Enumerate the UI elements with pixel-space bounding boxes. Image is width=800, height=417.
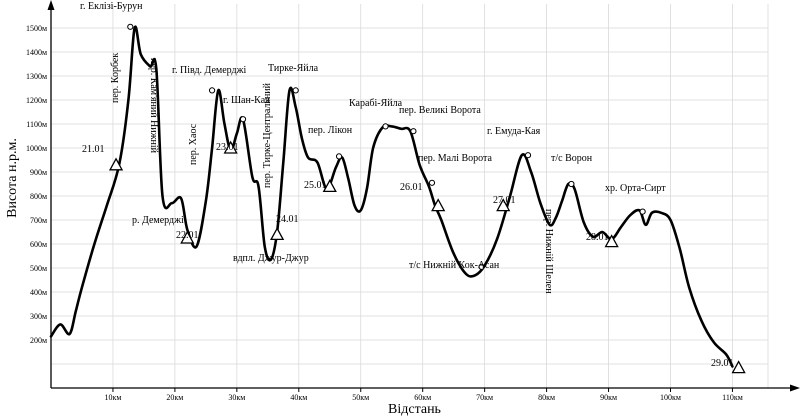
camp-marker-3 xyxy=(270,227,285,241)
y-tick-label-9: 1100м xyxy=(26,120,47,129)
x-tick-label-1: 20км xyxy=(166,393,183,402)
place-label-demerdzhi-river: р. Демерджі xyxy=(132,215,184,226)
peak-marker-9 xyxy=(524,152,532,159)
pass-label-nyzhnii-shelen: пер. Нижній Шелен xyxy=(543,209,554,294)
peak-label-3: Тирке-Яйла xyxy=(268,63,319,74)
camp-day-label-6: 27.01 xyxy=(493,195,516,206)
peak-label-4: пер. Лікон xyxy=(308,125,353,136)
peak-label-9: г. Емуда-Кая xyxy=(487,126,541,137)
x-tick-label-3: 40км xyxy=(290,393,307,402)
peak-marker-7 xyxy=(428,179,436,186)
peak-label-7: пер. Малі Ворота xyxy=(418,153,493,164)
pass-label-kamianyi-nyzhnii: пер. Кам'яний Нижній xyxy=(148,58,159,154)
peak-marker-6 xyxy=(410,128,417,135)
y-tick-labels: 200м 300м 400м 500м 600м 700м 800м 900м 1000м 110… xyxy=(26,24,47,345)
gridlines xyxy=(51,4,769,388)
camp-day-label-7: 28.01 xyxy=(586,232,609,243)
x-tick-label-10: 110км xyxy=(722,393,743,402)
camp-day-label-5: 26.01 xyxy=(400,182,423,193)
x-tick-label-0: 10км xyxy=(104,393,121,402)
peak-marker-4 xyxy=(335,153,343,160)
y-tick-label-8: 1000м xyxy=(26,144,47,153)
peak-marker-10 xyxy=(568,180,575,188)
camp-marker-1 xyxy=(180,230,195,244)
x-tick-label-8: 90км xyxy=(600,393,617,402)
camp-day-label-2: 23.01 xyxy=(216,142,239,153)
peak-marker-0 xyxy=(127,23,134,30)
elevation-line-0 xyxy=(49,25,734,368)
place-label-dzhur-dzhur: вдпл. Джур-Джур xyxy=(233,253,309,264)
peak-label-11: хр. Орта-Сирт xyxy=(605,183,666,194)
camp-day-label-4: 25.01 xyxy=(304,180,327,191)
x-tick-label-6: 70км xyxy=(476,393,493,402)
y-axis-title: Висота н.р.м. xyxy=(5,138,20,218)
camp-marker-5 xyxy=(431,198,446,212)
camp-marker-7 xyxy=(604,234,619,248)
peak-marker-8 xyxy=(478,263,485,270)
rotated-pass-labels: пер. Корбек пер. Кам'яний Нижній пер. Ха… xyxy=(110,53,554,295)
y-tick-label-10: 1200м xyxy=(26,96,47,105)
peak-label-5: Карабі-Яйла xyxy=(349,98,403,109)
x-axis-arrow xyxy=(790,384,800,392)
y-tick-label-7: 900м xyxy=(30,168,47,177)
pass-label-korbek: пер. Корбек xyxy=(110,53,121,103)
x-tick-label-4: 50км xyxy=(352,393,369,402)
peak-labels: г. Еклізі-Бурун г. Півд. Демерджі г. Шан-К… xyxy=(80,1,666,271)
x-tick-labels: 10км 20км 30км 40км 50км 60км 70км 80км 90км 100к… xyxy=(104,388,743,402)
peak-marker-3 xyxy=(292,87,299,94)
series-layer xyxy=(49,25,734,368)
camp-day-label-8: 29.01 xyxy=(711,358,734,369)
peak-label-1: г. Півд. Демерджі xyxy=(172,65,247,76)
peak-marker-2 xyxy=(239,116,247,123)
x-tick-label-2: 30км xyxy=(228,393,245,402)
y-tick-label-11: 1300м xyxy=(26,72,47,81)
camp-markers: 21.01 22.01 23.01 24.01 25.01 26.01 27.01 28.01… xyxy=(82,140,746,374)
x-axis-title: Відстань xyxy=(388,402,441,417)
y-tick-label-0: 200м xyxy=(30,336,47,345)
y-tick-label-12: 1400м xyxy=(26,48,47,57)
peak-label-8: т/с Нижній Кок-Асан xyxy=(409,260,500,271)
x-tick-label-5: 60км xyxy=(414,393,431,402)
camp-marker-2 xyxy=(223,140,238,154)
peak-marker-11 xyxy=(639,208,646,215)
camp-day-label-0: 21.01 xyxy=(82,144,105,155)
y-axis-arrow xyxy=(47,0,55,10)
pass-label-khaos: пер. Хаос xyxy=(188,123,199,165)
camp-marker-0 xyxy=(108,157,124,171)
peak-label-6: пер. Великі Ворота xyxy=(399,105,481,116)
y-tick-label-1: 300м xyxy=(30,312,47,321)
camp-day-label-1: 22.01 xyxy=(176,230,199,241)
camp-day-label-3: 24.01 xyxy=(276,214,299,225)
peak-label-2: г. Шан-Кая xyxy=(223,95,270,106)
y-tick-label-2: 400м xyxy=(30,288,47,297)
peak-marker-1 xyxy=(208,87,216,94)
y-tick-label-13: 1500м xyxy=(26,24,47,33)
x-tick-label-7: 80км xyxy=(538,393,555,402)
x-tick-label-9: 100км xyxy=(660,393,681,402)
peak-label-0: г. Еклізі-Бурун xyxy=(80,1,143,12)
peak-marker-5 xyxy=(382,123,389,130)
y-tick-label-3: 500м xyxy=(30,264,47,273)
y-tick-label-6: 800м xyxy=(30,192,47,201)
camp-marker-4 xyxy=(322,179,337,193)
y-tick-label-4: 600м xyxy=(30,240,47,249)
y-tick-label-5: 700м xyxy=(30,216,47,225)
pass-label-tyrke-tsentralnyi: пер. Тирке-Центральний xyxy=(262,82,273,188)
camp-marker-8 xyxy=(731,360,746,374)
place-labels: р. Демерджі вдпл. Джур-Джур xyxy=(132,215,309,264)
camp-marker-6 xyxy=(496,198,511,212)
peak-label-10: т/с Ворон xyxy=(551,153,593,164)
